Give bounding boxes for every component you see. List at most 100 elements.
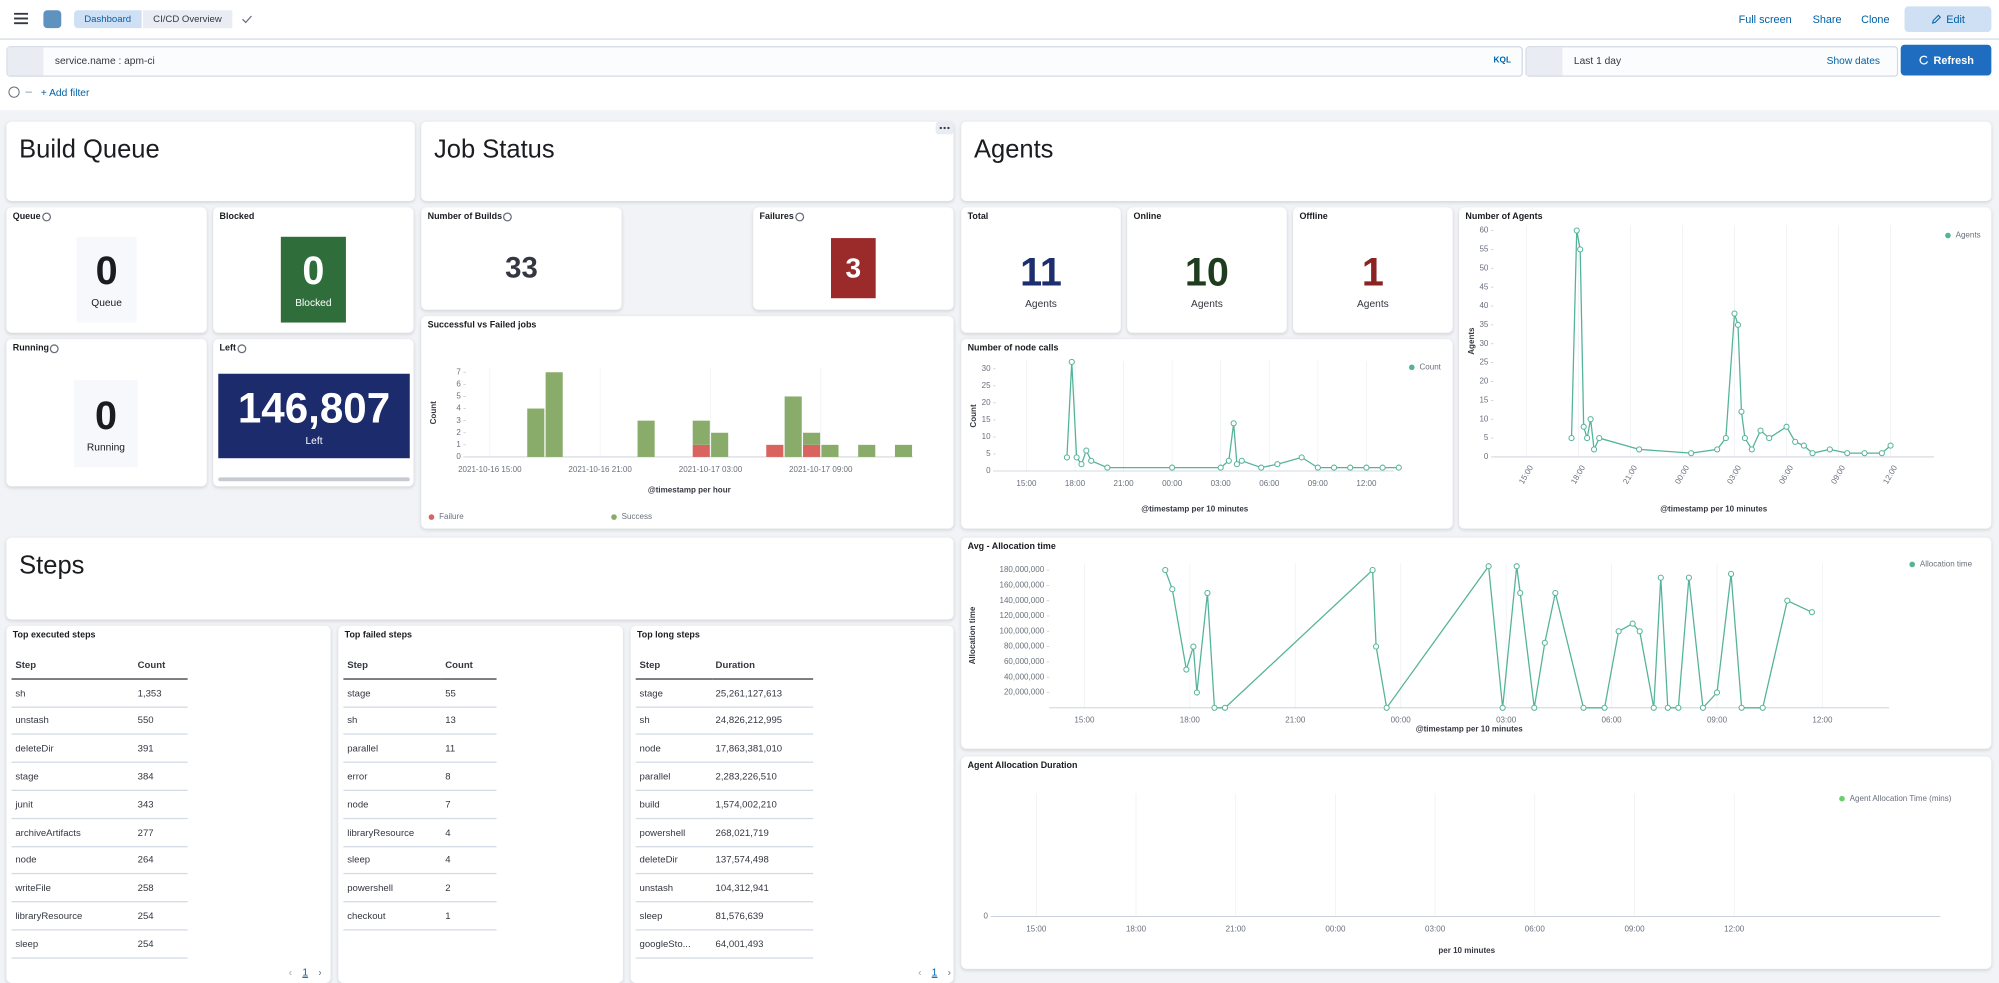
table-cell: 1,574,002,210 bbox=[711, 790, 814, 819]
refresh-button[interactable]: Refresh bbox=[1900, 44, 1992, 76]
column-header[interactable]: Step bbox=[343, 651, 442, 680]
panel-title-text: Number of node calls bbox=[967, 344, 1059, 354]
time-picker[interactable]: Last 1 day Show dates bbox=[1525, 46, 1899, 77]
page-number[interactable]: 1 bbox=[931, 966, 938, 978]
page-number[interactable]: 1 bbox=[302, 966, 309, 978]
table-row: powershell 2 bbox=[343, 874, 497, 903]
full-screen-link[interactable]: Full screen bbox=[1738, 12, 1792, 26]
metric-label: Queue bbox=[91, 296, 122, 309]
table-cell: 81,576,639 bbox=[711, 901, 814, 931]
kql-toggle[interactable]: KQL bbox=[1493, 56, 1512, 66]
panel-title: Left bbox=[220, 344, 247, 354]
menu-icon[interactable] bbox=[14, 12, 29, 25]
table-row: checkout 1 bbox=[343, 901, 497, 931]
table-cell: 343 bbox=[133, 790, 188, 819]
table-cell: 1 bbox=[441, 901, 497, 931]
quick-menu-button[interactable] bbox=[1526, 47, 1563, 76]
share-link[interactable]: Share bbox=[1812, 12, 1842, 26]
table-cell: sleep bbox=[343, 846, 442, 875]
metric-value: 0 bbox=[95, 248, 118, 294]
metric-value: 10 bbox=[1184, 249, 1229, 295]
top-bar: Dashboard CI/CD Overview Full screen Sha… bbox=[0, 0, 1999, 40]
panel-title-text: Number of Agents bbox=[1465, 212, 1543, 222]
table-row: node 7 bbox=[343, 790, 497, 819]
panel-title: Online bbox=[1134, 212, 1162, 221]
table-row: sh 24,826,212,995 bbox=[635, 706, 814, 736]
metric: 0 Queue bbox=[76, 236, 137, 323]
table-row: googleSto... 64,001,493 bbox=[635, 929, 814, 959]
next-page[interactable]: › bbox=[947, 966, 951, 978]
table-cell: 104,312,941 bbox=[711, 874, 814, 903]
table-cell: sh bbox=[11, 678, 134, 708]
metric-value: 0 bbox=[302, 248, 325, 294]
panel-title-text: Top failed steps bbox=[344, 631, 413, 640]
column-header[interactable]: Count bbox=[133, 651, 188, 680]
chart-panel: Number of Agents bbox=[1459, 207, 1992, 529]
prev-page[interactable]: ‹ bbox=[288, 966, 293, 978]
metric-panel: Failures 3 bbox=[753, 207, 954, 310]
metric-panel: Left 146,807 Left bbox=[213, 339, 414, 487]
panel-title-text: Blocked bbox=[219, 212, 255, 222]
metric-value: 3 bbox=[845, 251, 862, 284]
table-row: unstash 550 bbox=[11, 706, 188, 736]
table-cell: deleteDir bbox=[635, 846, 712, 875]
time-range: Last 1 day bbox=[1573, 55, 1622, 67]
add-filter-link[interactable]: + Add filter bbox=[40, 87, 90, 99]
next-page[interactable]: › bbox=[318, 966, 322, 978]
column-header[interactable]: Duration bbox=[711, 651, 814, 680]
table-cell: checkout bbox=[343, 901, 442, 931]
section-title: Steps bbox=[19, 551, 85, 580]
panel-menu[interactable] bbox=[935, 121, 954, 135]
panel-title: Top failed steps bbox=[345, 631, 412, 640]
panel: Agents bbox=[961, 121, 1992, 201]
table-cell: node bbox=[635, 734, 712, 764]
table-cell: powershell bbox=[635, 818, 712, 847]
table-cell: stage bbox=[343, 678, 442, 708]
space-avatar[interactable] bbox=[43, 10, 62, 29]
panel-title-text: Avg - Allocation time bbox=[967, 542, 1056, 552]
table-row: sleep 4 bbox=[343, 846, 497, 875]
table-cell: deleteDir bbox=[11, 734, 134, 764]
query-bar[interactable]: service.name : apm-ci KQL bbox=[6, 46, 1523, 77]
table-cell: 258 bbox=[133, 874, 188, 903]
table-row: sh 13 bbox=[343, 706, 497, 736]
metric-panel: Total 11 Agents bbox=[961, 207, 1121, 333]
metric-label: Agents bbox=[1025, 298, 1057, 310]
panel-title: Running bbox=[13, 344, 60, 354]
metric-value: 1 bbox=[1361, 249, 1384, 295]
panel-title-text: Top long steps bbox=[636, 631, 700, 640]
table-cell: 277 bbox=[133, 818, 188, 847]
panel: Steps bbox=[6, 537, 954, 620]
table-cell: 8 bbox=[441, 762, 497, 791]
info-icon bbox=[41, 212, 51, 222]
show-dates-link[interactable]: Show dates bbox=[1826, 55, 1881, 67]
section-title: Build Queue bbox=[19, 135, 160, 164]
table-row: stage 55 bbox=[343, 678, 497, 708]
table-cell: 1,353 bbox=[133, 678, 188, 708]
column-header[interactable]: Step bbox=[635, 651, 712, 680]
metric: 0 Running bbox=[74, 380, 138, 468]
panel-title-text: Total bbox=[967, 212, 989, 222]
table-cell: 17,863,381,010 bbox=[711, 734, 814, 764]
progress-bar bbox=[218, 477, 410, 482]
table-cell: parallel bbox=[343, 734, 442, 764]
column-header[interactable]: Step bbox=[11, 651, 134, 680]
table-cell: 24,826,212,995 bbox=[711, 706, 814, 736]
metric-panel: Running 0 Running bbox=[6, 339, 207, 487]
table-cell: parallel bbox=[635, 762, 712, 791]
filter-icon[interactable] bbox=[8, 86, 36, 99]
table-cell: 254 bbox=[133, 901, 188, 931]
table-cell: 268,021,719 bbox=[711, 818, 814, 847]
breadcrumb[interactable]: Dashboard bbox=[74, 10, 142, 29]
edit-button[interactable]: Edit bbox=[1904, 6, 1992, 32]
panel-title: Avg - Allocation time bbox=[968, 543, 1056, 552]
table-cell: error bbox=[343, 762, 442, 791]
clone-link[interactable]: Clone bbox=[1861, 12, 1890, 26]
column-header[interactable]: Count bbox=[441, 651, 497, 680]
breadcrumb: CI/CD Overview bbox=[142, 10, 233, 29]
panel-title-text: Successful vs Failed jobs bbox=[427, 321, 537, 331]
saved-query-button[interactable] bbox=[7, 47, 44, 76]
table-cell: node bbox=[11, 846, 134, 875]
prev-page[interactable]: ‹ bbox=[918, 966, 922, 978]
